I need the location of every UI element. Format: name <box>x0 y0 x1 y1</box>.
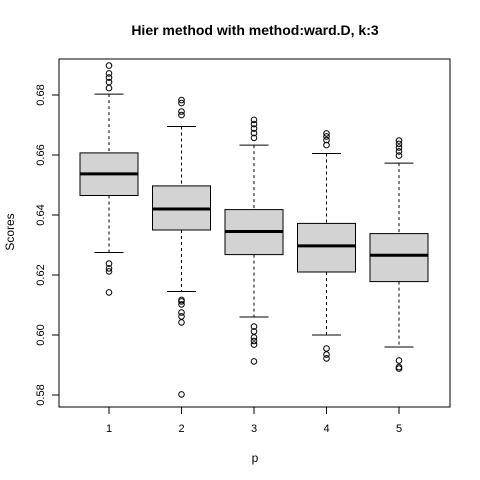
outlier-point <box>323 133 330 140</box>
y-tick-label: 0.58 <box>35 384 47 405</box>
boxes-group <box>79 62 429 398</box>
box-1 <box>79 62 139 296</box>
x-tick-label: 3 <box>251 423 257 435</box>
outlier-point <box>250 125 258 132</box>
outlier-point <box>178 99 185 107</box>
outlier-point <box>250 120 258 128</box>
x-tick-label: 2 <box>178 423 184 435</box>
chart-title: Hier method with method:ward.D, k:3 <box>131 22 379 38</box>
outlier-point <box>395 148 403 155</box>
outlier-point <box>105 74 113 81</box>
outlier-point <box>178 309 185 316</box>
outlier-point <box>250 358 258 365</box>
outlier-point <box>178 313 185 320</box>
outlier-point <box>105 289 113 296</box>
outlier-point <box>323 355 330 362</box>
y-tick-label: 0.60 <box>35 324 47 345</box>
outlier-point <box>250 337 258 345</box>
y-tick-label: 0.66 <box>35 144 47 165</box>
box-2 <box>152 96 211 398</box>
outlier-point <box>105 78 113 86</box>
outlier-point <box>105 268 113 275</box>
outlier-point <box>178 108 185 115</box>
x-axis-label: p <box>252 451 259 465</box>
outlier-point <box>250 328 258 335</box>
iqr-box <box>369 233 429 283</box>
outlier-point <box>395 363 403 371</box>
outlier-point <box>105 84 113 92</box>
outlier-point <box>250 129 258 137</box>
outlier-point <box>105 70 113 77</box>
box-3 <box>224 116 284 365</box>
outlier-point <box>395 140 403 148</box>
outlier-point <box>250 323 258 330</box>
outlier-point <box>178 319 185 326</box>
y-axis: 0.58 0.60 0.62 0.64 0.66 0.68 <box>35 84 60 406</box>
outlier-point <box>323 345 330 352</box>
outlier-point <box>395 357 403 364</box>
outlier-point <box>105 265 113 272</box>
outlier-point <box>395 144 403 151</box>
outlier-point <box>395 152 403 159</box>
outlier-point <box>178 96 185 104</box>
outlier-point <box>395 137 403 144</box>
outlier-point <box>250 116 258 124</box>
outlier-point <box>178 111 185 119</box>
x-tick-label: 5 <box>396 423 402 435</box>
outlier-point <box>323 130 330 137</box>
outlier-point <box>250 334 258 341</box>
outlier-point <box>105 260 113 267</box>
x-axis: 1 2 3 4 5 <box>106 406 402 435</box>
box-4 <box>297 130 356 362</box>
y-tick-label: 0.62 <box>35 264 47 285</box>
iqr-box <box>297 222 356 273</box>
x-tick-label: 1 <box>106 423 112 435</box>
outlier-point <box>250 134 258 142</box>
outlier-point <box>178 391 185 398</box>
outlier-point <box>178 296 185 304</box>
x-tick-label: 4 <box>323 423 329 435</box>
outlier-point <box>323 351 330 358</box>
outlier-point <box>178 301 185 308</box>
outlier-point <box>323 136 330 144</box>
box-5 <box>369 137 429 372</box>
outlier-point <box>105 62 113 69</box>
y-tick-label: 0.68 <box>35 84 47 105</box>
outlier-point <box>250 341 258 348</box>
y-tick-label: 0.64 <box>35 204 47 225</box>
y-axis-label: Scores <box>3 213 17 250</box>
